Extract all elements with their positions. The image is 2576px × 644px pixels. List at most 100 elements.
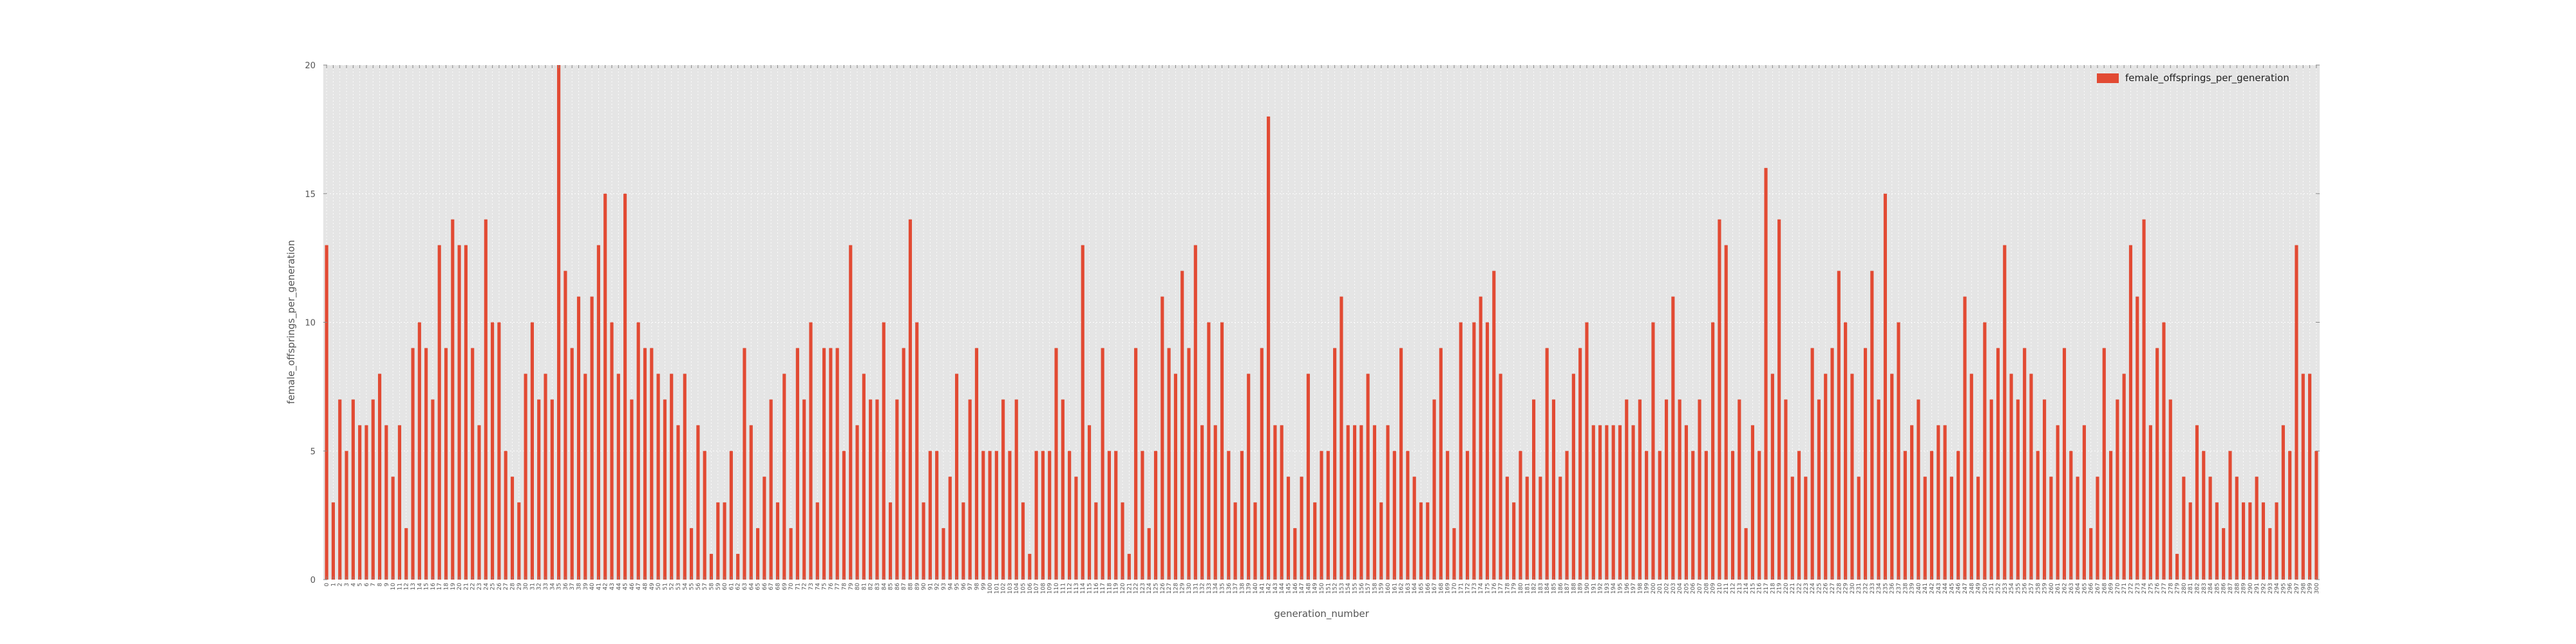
bar (437, 245, 441, 580)
x-tick-label: 31 (529, 583, 536, 590)
x-tick-label: 222 (1797, 583, 1803, 594)
bar (2228, 451, 2232, 580)
bar (596, 245, 600, 580)
bar (610, 322, 614, 580)
bar (2089, 528, 2093, 580)
bar (942, 528, 945, 580)
bar (2215, 502, 2219, 580)
bar (683, 374, 687, 580)
bar (1704, 451, 1708, 580)
bar (716, 502, 720, 580)
bar (1963, 296, 1967, 580)
x-tick-label: 89 (914, 583, 921, 591)
bar (1320, 451, 1323, 580)
bar (1107, 451, 1112, 580)
bar (537, 399, 541, 580)
x-tick-label: 258 (2035, 583, 2041, 594)
bar (1333, 348, 1337, 580)
bar (1671, 296, 1675, 580)
bar (338, 399, 342, 580)
x-tick-label: 7 (370, 583, 377, 587)
x-tick-label: 82 (868, 583, 875, 590)
x-tick-label: 199 (1644, 583, 1651, 594)
bar (1193, 245, 1197, 580)
x-tick-label: 189 (1578, 583, 1584, 594)
x-tick-label: 39 (583, 583, 589, 591)
x-tick-label: 50 (656, 583, 662, 591)
x-tick-label: 96 (961, 583, 967, 591)
bar (1340, 296, 1343, 580)
x-tick-label: 200 (1651, 583, 1657, 594)
bar (1267, 116, 1271, 580)
x-tick-label: 113 (1074, 583, 1080, 594)
bar (2128, 245, 2133, 580)
bar (922, 502, 925, 580)
x-tick-label: 98 (974, 583, 980, 591)
x-tick-label: 234 (1876, 583, 1882, 594)
x-tick-label: 206 (1690, 583, 1697, 594)
bar (2168, 399, 2172, 580)
bar (1976, 477, 1980, 580)
bar (2268, 528, 2272, 580)
x-tick-label: 298 (2300, 583, 2307, 594)
x-tick-label: 100 (987, 583, 994, 594)
bar (630, 399, 634, 580)
x-tick-label: 255 (2015, 583, 2022, 594)
bar (2029, 374, 2033, 580)
x-tick-label: 45 (623, 583, 629, 590)
x-tick-label: 242 (1929, 583, 1936, 594)
bar (484, 219, 488, 580)
bar (411, 348, 415, 580)
x-tick-label: 216 (1757, 583, 1763, 594)
bar (1565, 451, 1569, 580)
bar (1346, 425, 1350, 580)
x-tick-label: 33 (543, 583, 549, 590)
x-tick-label: 178 (1504, 583, 1511, 594)
x-tick-label: 293 (2268, 583, 2274, 594)
bar (1645, 451, 1649, 580)
bar (1870, 270, 1874, 580)
bar (2056, 425, 2060, 580)
x-tick-label: 55 (689, 583, 696, 590)
x-tick-label: 170 (1452, 583, 1458, 594)
x-tick-label: 71 (795, 583, 801, 590)
bar (988, 451, 992, 580)
bar (696, 425, 700, 580)
bar (1531, 399, 1536, 580)
bar (1366, 374, 1370, 580)
x-tick-label: 239 (1909, 583, 1916, 594)
bar (444, 348, 448, 580)
bar (1466, 451, 1470, 580)
bar (2116, 399, 2119, 580)
bar (974, 348, 979, 580)
x-tick-label: 143 (1273, 583, 1279, 594)
bar (1472, 322, 1476, 580)
x-tick-label: 172 (1465, 583, 1472, 594)
bar (1956, 451, 1960, 580)
bar (1625, 399, 1629, 580)
x-tick-label: 292 (2260, 583, 2267, 594)
bar (557, 65, 561, 580)
bar (829, 348, 833, 580)
x-tick-label: 46 (629, 583, 636, 591)
bar (643, 348, 647, 580)
x-tick-label: 291 (2254, 583, 2260, 594)
bar (802, 399, 806, 580)
x-tick-label: 262 (2061, 583, 2068, 594)
x-tick-label: 94 (947, 583, 954, 591)
bar (491, 322, 495, 580)
x-tick-label: 136 (1226, 583, 1233, 594)
x-tick-label: 182 (1531, 583, 1538, 594)
bar (882, 322, 886, 580)
bar (1127, 554, 1131, 580)
x-tick-label: 285 (2214, 583, 2221, 594)
bar (1784, 399, 1788, 580)
bar (1412, 477, 1416, 580)
x-tick-label: 224 (1810, 583, 1816, 594)
x-tick-label: 42 (603, 583, 609, 590)
x-tick-label: 207 (1697, 583, 1703, 594)
x-tick-label: 62 (735, 583, 742, 590)
x-tick-label: 52 (669, 583, 676, 590)
x-tick-label: 266 (2088, 583, 2095, 594)
